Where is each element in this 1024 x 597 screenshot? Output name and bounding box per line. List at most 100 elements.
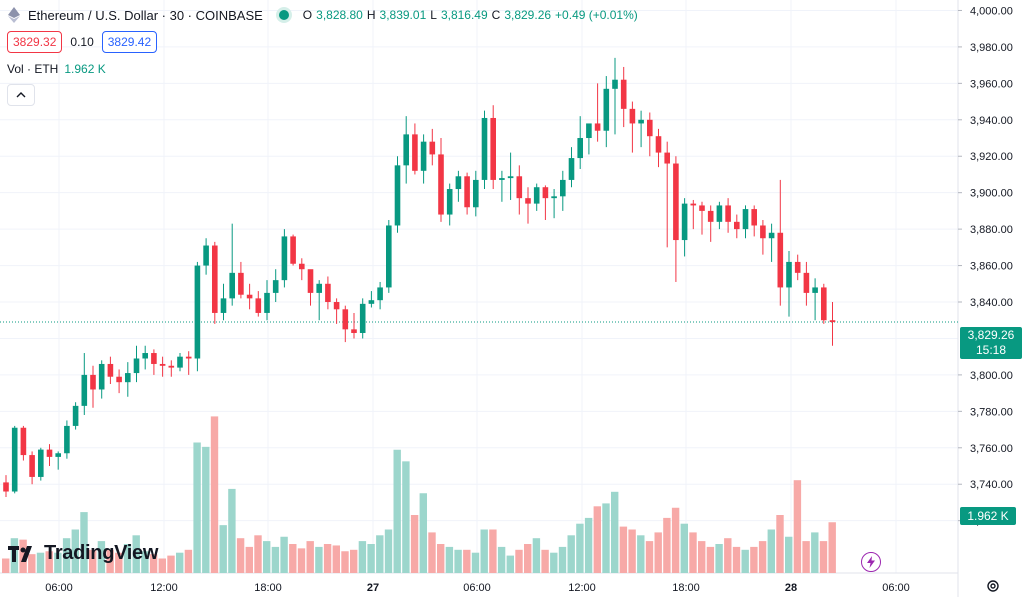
candle[interactable] [490, 105, 496, 190]
candle[interactable] [212, 241, 218, 324]
candle[interactable] [734, 214, 740, 239]
candle[interactable] [20, 425, 27, 461]
candle[interactable] [246, 283, 253, 310]
candle[interactable] [647, 112, 653, 157]
candle[interactable] [168, 360, 175, 377]
candle[interactable] [560, 170, 566, 211]
candle[interactable] [803, 261, 810, 306]
candle[interactable] [386, 220, 392, 293]
candle[interactable] [403, 116, 409, 184]
candle[interactable] [829, 302, 836, 346]
candle[interactable] [690, 199, 697, 230]
candle[interactable] [333, 298, 340, 324]
candle[interactable] [55, 451, 61, 470]
candle[interactable] [29, 451, 35, 485]
candle[interactable] [699, 201, 705, 235]
candle[interactable] [299, 258, 305, 281]
candle[interactable] [725, 198, 731, 233]
candle[interactable] [507, 152, 514, 200]
candle[interactable] [64, 420, 70, 459]
candle[interactable] [264, 280, 270, 321]
candle[interactable] [177, 353, 183, 372]
candle[interactable] [307, 269, 314, 306]
candle[interactable] [38, 447, 44, 481]
volume-legend[interactable]: Vol · ETH 1.962 K [7, 62, 106, 76]
candle[interactable] [568, 147, 575, 188]
candle[interactable] [664, 141, 670, 248]
candle[interactable] [603, 76, 610, 148]
candle[interactable] [377, 281, 383, 310]
candle[interactable] [612, 57, 618, 135]
candle[interactable] [533, 183, 540, 211]
candle[interactable] [681, 198, 688, 257]
candle[interactable] [516, 165, 523, 215]
candle[interactable] [351, 312, 357, 339]
candle[interactable] [290, 234, 296, 266]
candle[interactable] [72, 402, 79, 430]
candle[interactable] [272, 269, 279, 303]
candle[interactable] [11, 425, 18, 494]
candle[interactable] [821, 283, 827, 324]
candle[interactable] [220, 283, 227, 321]
candle[interactable] [438, 138, 444, 222]
candle[interactable] [638, 110, 644, 148]
candle[interactable] [786, 250, 792, 317]
candle[interactable] [420, 134, 427, 184]
candle[interactable] [760, 220, 766, 255]
candle[interactable] [586, 123, 592, 155]
candle[interactable] [125, 362, 131, 397]
candle[interactable] [446, 183, 453, 226]
candle[interactable] [255, 291, 262, 317]
candle[interactable] [594, 83, 601, 142]
candle[interactable] [777, 179, 784, 306]
candle[interactable] [325, 276, 331, 310]
candle[interactable] [342, 305, 349, 343]
candle[interactable] [238, 261, 244, 299]
candle[interactable] [229, 223, 235, 306]
candle[interactable] [90, 365, 96, 408]
market-status-icon[interactable] [278, 10, 289, 20]
candle[interactable] [812, 278, 818, 321]
collapse-legend-button[interactable] [7, 84, 35, 106]
gear-icon[interactable] [985, 578, 1001, 594]
candle[interactable] [368, 291, 375, 308]
candle[interactable] [473, 170, 479, 217]
candle[interactable] [620, 66, 627, 128]
candle[interactable] [577, 116, 583, 169]
lightning-icon[interactable] [861, 552, 881, 572]
candle[interactable] [542, 185, 549, 221]
tradingview-logo[interactable]: TradingView [8, 542, 158, 565]
candle[interactable] [359, 298, 366, 339]
candle[interactable] [525, 187, 531, 224]
candle[interactable] [151, 349, 157, 375]
time-axis[interactable]: 06:00 12:00 18:00 27 06:00 12:00 18:00 28 06:00 [45, 582, 910, 594]
candle[interactable] [46, 444, 53, 467]
candle[interactable] [673, 156, 679, 282]
candle[interactable] [768, 223, 775, 262]
candle[interactable] [142, 345, 148, 370]
candle[interactable] [81, 353, 88, 415]
candle[interactable] [116, 369, 122, 394]
candle[interactable] [159, 356, 166, 377]
candle[interactable] [107, 356, 114, 385]
candle[interactable] [316, 280, 322, 321]
candle[interactable] [412, 123, 418, 175]
sell-price-button[interactable]: 3829.32 [7, 31, 63, 53]
candle[interactable] [3, 475, 9, 497]
candle[interactable] [98, 360, 105, 399]
candle[interactable] [716, 201, 723, 230]
candle[interactable] [481, 110, 488, 190]
candle[interactable] [751, 205, 757, 237]
candle[interactable] [281, 229, 288, 288]
candle[interactable] [629, 101, 636, 153]
candle[interactable] [655, 128, 662, 168]
candle[interactable] [551, 189, 557, 219]
candle[interactable] [499, 170, 505, 202]
price-axis[interactable]: 4,000.00 3,980.00 3,960.00 3,940.00 3,920.00… [958, 5, 1013, 528]
candle[interactable] [185, 351, 192, 375]
candle[interactable] [455, 170, 462, 202]
candle[interactable] [203, 238, 209, 275]
candle[interactable] [194, 261, 201, 372]
candle[interactable] [794, 254, 801, 281]
